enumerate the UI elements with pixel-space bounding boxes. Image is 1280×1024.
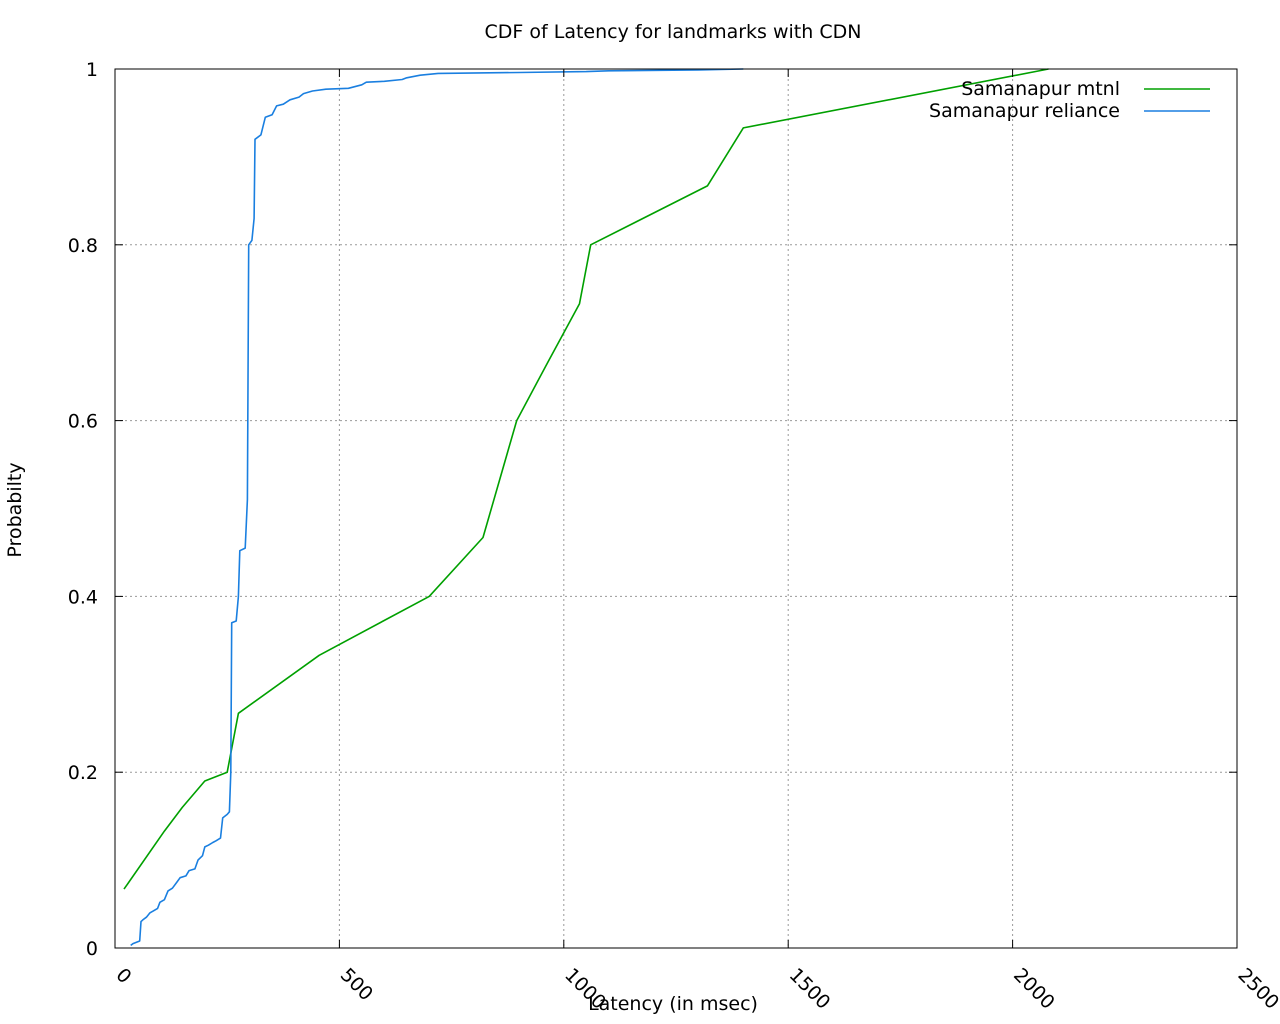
- series-line-mtnl: [123, 68, 1049, 890]
- legend-label: Samanapur mtnl: [961, 78, 1120, 100]
- x-tick-label: 500: [336, 964, 377, 1005]
- x-tick-label: 2500: [1233, 964, 1280, 1014]
- x-axis-label: Latency (in msec): [588, 993, 758, 1015]
- y-tick-label: 0.6: [68, 411, 98, 433]
- y-axis-label: Probabilty: [4, 462, 26, 557]
- x-tick-label: 2000: [1009, 964, 1059, 1014]
- y-tick-label: 0.8: [68, 235, 98, 257]
- grid-lines: [115, 69, 1237, 948]
- y-tick-label: 0.4: [68, 586, 98, 608]
- series-lines: [123, 68, 1049, 947]
- y-tick-label: 0.2: [68, 762, 98, 784]
- y-tick-label: 0: [86, 938, 98, 960]
- x-tick-label: 1500: [785, 964, 835, 1014]
- plot-frame: [114, 68, 1238, 949]
- x-tick-label: 0: [111, 964, 135, 988]
- chart-title: CDF of Latency for landmarks with CDN: [485, 21, 862, 43]
- legend-label: Samanapur reliance: [929, 100, 1120, 122]
- y-tick-label: 1: [86, 59, 98, 81]
- series-line-reliance: [130, 68, 744, 947]
